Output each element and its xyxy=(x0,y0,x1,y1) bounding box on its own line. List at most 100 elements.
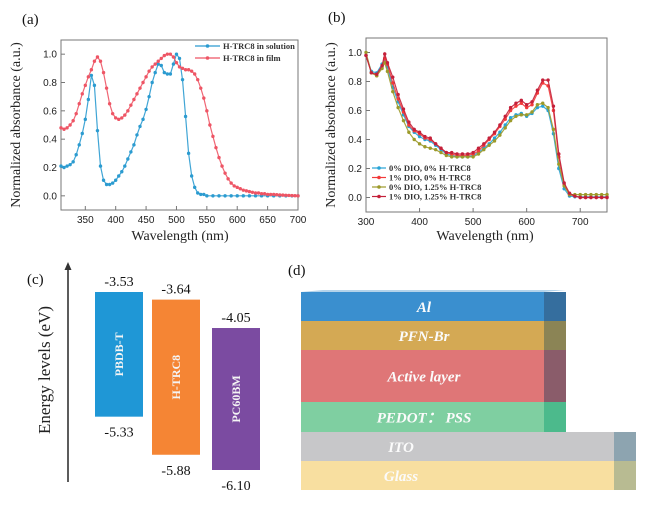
data-point xyxy=(171,55,176,59)
data-point xyxy=(211,194,215,198)
data-point xyxy=(369,71,374,75)
layer-label: Al xyxy=(416,300,432,316)
data-point xyxy=(83,117,88,122)
data-point xyxy=(95,55,100,59)
x-tick-label: 600 xyxy=(518,217,535,228)
data-point xyxy=(117,117,121,122)
legend-label: 1% DIO, 1.25% H-TRC8 xyxy=(389,192,481,202)
data-point xyxy=(229,181,233,185)
panel-a-label: (a) xyxy=(22,12,39,28)
data-point xyxy=(460,155,465,159)
data-point xyxy=(293,193,297,198)
data-point xyxy=(98,164,103,168)
data-point xyxy=(583,195,588,200)
layer-front xyxy=(301,432,614,461)
data-point xyxy=(229,194,233,198)
data-point xyxy=(80,92,84,96)
energy-bar-h-trc8 xyxy=(152,299,200,455)
arrow-head-icon xyxy=(64,262,72,270)
data-point xyxy=(199,192,203,197)
data-point xyxy=(104,86,109,90)
data-point xyxy=(147,69,151,73)
data-point xyxy=(578,195,582,200)
y-tick-label: 0.2 xyxy=(43,163,57,174)
data-point xyxy=(407,120,411,124)
panel-c-energy-levels: (c) Energy levels (eV) PBDB-T -3.53 -5.33 H… xyxy=(27,262,260,494)
data-point xyxy=(196,77,200,82)
data-point xyxy=(433,142,438,146)
data-point xyxy=(482,147,486,152)
data-point xyxy=(567,191,572,195)
y-tick-label: 0.6 xyxy=(348,106,362,117)
data-point xyxy=(444,153,449,158)
data-point xyxy=(380,63,384,68)
data-point xyxy=(153,70,157,75)
data-point xyxy=(192,185,197,190)
data-point xyxy=(498,123,502,127)
y-axis-label-a: Normalized absorbance (a.u.) xyxy=(9,42,24,208)
data-point xyxy=(86,97,91,102)
data-point xyxy=(599,192,604,197)
plot-frame-b xyxy=(365,37,608,213)
data-point xyxy=(259,192,264,196)
data-point xyxy=(546,105,550,110)
data-point xyxy=(476,152,481,156)
data-point xyxy=(95,128,100,133)
data-point xyxy=(417,142,422,146)
data-point xyxy=(471,155,475,159)
data-point xyxy=(107,182,112,187)
data-point xyxy=(535,88,540,92)
data-point xyxy=(226,177,230,181)
y-tick-label: 0.0 xyxy=(348,193,362,204)
data-point xyxy=(59,164,63,168)
data-point xyxy=(89,68,94,72)
data-point xyxy=(268,192,273,197)
data-point xyxy=(214,145,218,150)
device-layers: Al PFN-Br Active layer PEDOT： PSS ITO Glass xyxy=(301,290,636,490)
data-point xyxy=(508,105,513,110)
data-point xyxy=(165,72,170,76)
x-tick-label: 500 xyxy=(168,215,185,226)
data-point xyxy=(177,56,182,61)
data-point xyxy=(244,189,249,193)
data-point xyxy=(150,65,154,69)
data-point xyxy=(546,78,550,82)
lumo-label: -3.53 xyxy=(104,275,133,290)
data-point xyxy=(287,193,291,198)
data-point xyxy=(174,52,179,56)
data-point xyxy=(551,104,556,108)
data-point xyxy=(439,146,443,150)
data-point xyxy=(156,62,160,66)
data-point xyxy=(65,164,69,168)
layer-label: Active layer xyxy=(387,370,461,386)
data-point xyxy=(391,81,395,85)
data-point xyxy=(141,80,145,85)
series-line-0 xyxy=(60,52,298,197)
data-point xyxy=(171,62,176,66)
series-a xyxy=(59,52,300,198)
data-point xyxy=(117,174,121,178)
data-point xyxy=(412,127,416,132)
data-point xyxy=(589,195,593,200)
data-point xyxy=(471,150,475,155)
data-point xyxy=(364,53,368,58)
data-point xyxy=(423,134,427,139)
data-point xyxy=(211,134,215,139)
data-point xyxy=(281,193,285,197)
data-point xyxy=(508,116,513,120)
data-point xyxy=(401,118,406,123)
data-point xyxy=(138,124,142,129)
y-ticks-b: 0.0 0.2 0.4 0.6 0.8 1.0 xyxy=(348,48,370,204)
data-point xyxy=(104,182,109,187)
legend-marker xyxy=(377,166,381,170)
x-tick-label: 400 xyxy=(411,217,428,228)
homo-label: -5.88 xyxy=(161,464,190,479)
data-point xyxy=(138,86,142,90)
layer-side xyxy=(614,432,636,461)
data-point xyxy=(168,72,173,76)
panel-a-absorbance-chart: (a) 0.0 0.2 0.4 0.6 0.8 1.0 350 400 450 500 550 60… xyxy=(9,12,307,244)
data-point xyxy=(74,111,78,116)
data-point xyxy=(101,178,106,182)
homo-label: -6.10 xyxy=(221,479,250,494)
